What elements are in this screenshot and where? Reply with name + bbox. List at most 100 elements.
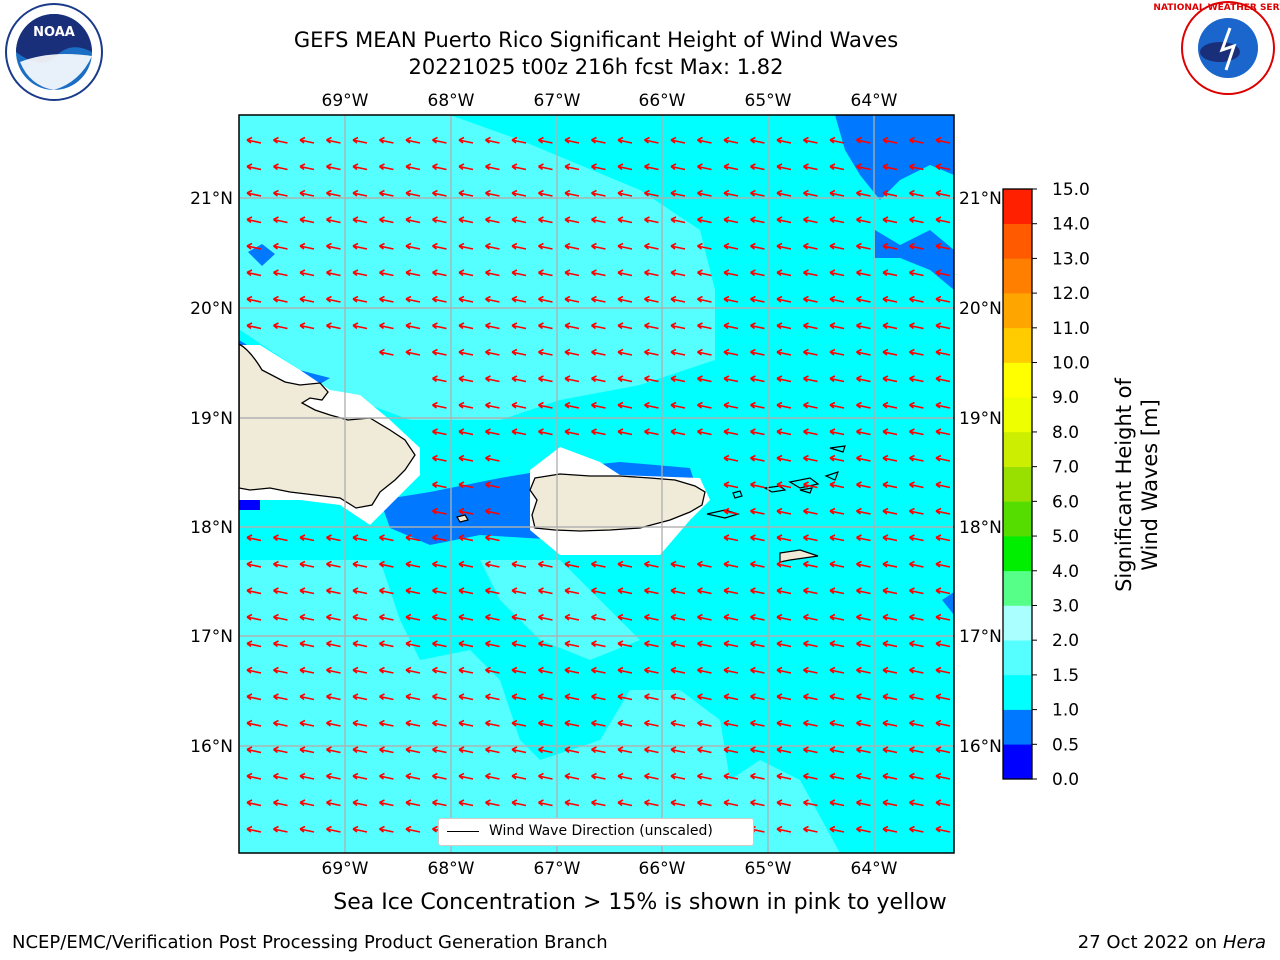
wave-direction-arrow [723,587,739,595]
wave-direction-arrow [697,295,712,303]
wave-direction-arrow [432,295,447,303]
wave-direction-arrow [935,693,951,701]
wave-direction-arrow [405,587,421,595]
wave-direction-arrow [776,534,792,542]
wave-direction-arrow [379,746,394,754]
wave-direction-arrow [432,666,447,674]
wave-direction-arrow [246,534,262,542]
map-frame [238,114,955,854]
wave-direction-arrow [723,322,739,330]
wave-direction-arrow [432,534,447,542]
wave-direction-arrow [564,746,580,754]
wave-direction-arrow [776,295,792,303]
wave-direction-arrow [273,693,288,701]
wave-direction-arrow [935,666,951,674]
wave-direction-arrow [591,216,606,224]
wave-direction-arrow [485,375,500,383]
wave-direction-arrow [379,136,394,144]
wave-direction-arrow [458,428,474,436]
wave-direction-arrow [299,587,315,595]
wave-direction-arrow [326,295,341,303]
wave-direction-arrow [803,242,818,250]
wave-direction-arrow [246,295,262,303]
wave-direction-arrow [723,719,739,727]
wave-direction-arrow [458,693,474,701]
wave-direction-arrow [511,269,527,277]
wave-direction-arrow [405,772,421,780]
wave-direction-arrow [723,136,739,144]
wave-direction-arrow [511,189,527,197]
lon-label: 69°W [322,859,369,879]
wave-direction-arrow [432,136,447,144]
wave-direction-arrow [458,481,474,489]
wave-direction-arrow [935,825,951,833]
wave-direction-arrow [432,375,447,383]
wave-direction-arrow [591,719,606,727]
wave-direction-arrow [591,295,606,303]
wave-direction-arrow [485,746,500,754]
wave-direction-arrow [432,587,447,595]
wave-direction-arrow [246,772,262,780]
wave-direction-arrow [326,746,341,754]
wave-direction-arrow [723,507,739,515]
colorbar-tick-label: 6.0 [1052,492,1079,512]
wave-direction-arrow [511,428,527,436]
lon-label: 66°W [639,91,686,111]
wave-direction-arrow [326,772,341,780]
wave-direction-arrow [776,136,792,144]
wave-direction-arrow [591,587,606,595]
wave-direction-arrow [538,560,553,568]
lon-label: 68°W [428,91,475,111]
wave-direction-arrow [644,746,659,754]
wave-direction-arrow [856,348,871,356]
wave-direction-arrow [591,269,606,277]
wave-direction-arrow [591,428,606,436]
wave-direction-arrow [326,613,341,621]
wave-direction-arrow [829,613,845,621]
wave-direction-arrow [644,242,659,250]
wave-direction-arrow [458,640,474,648]
wave-direction-arrow [299,613,315,621]
colorbar-swatch [1003,258,1032,294]
wave-direction-arrow [432,189,447,197]
wave-direction-arrow [829,428,845,436]
wave-direction-arrow [856,295,871,303]
wave-direction-arrow [909,587,924,595]
lat-label: 19°N [959,409,1002,429]
colorbar-swatch [1003,293,1032,329]
wave-direction-arrow [511,295,527,303]
wave-direction-arrow [935,719,951,727]
wave-direction-arrow [405,693,421,701]
colorbar-swatch [1003,189,1032,225]
wave-direction-arrow [697,216,712,224]
wave-direction-arrow [485,772,500,780]
wave-direction-arrow [644,613,659,621]
wave-direction-arrow [935,136,951,144]
sea-ice-note: Sea Ice Concentration > 15% is shown in … [333,890,947,915]
wave-direction-arrow [326,640,341,648]
legend-label: Wind Wave Direction (unscaled) [489,823,713,839]
wave-direction-arrow [829,322,845,330]
chart-title: GEFS MEAN Puerto Rico Significant Height… [293,28,899,52]
wave-direction-arrow [564,428,580,436]
wave-direction-arrow [697,666,712,674]
wave-direction-arrow [617,799,633,807]
wave-direction-arrow [485,216,500,224]
wave-direction-arrow [458,507,474,515]
wave-direction-arrow [379,719,394,727]
wave-direction-arrow [591,136,606,144]
footer-date-text: 27 Oct 2022 on [1077,932,1223,953]
wave-direction-arrow [326,189,341,197]
lat-label: 16°N [959,737,1002,757]
wave-direction-arrow [644,136,659,144]
wave-zone-1-5-2-0 [480,560,640,660]
wave-direction-arrow [299,295,315,303]
wave-direction-arrow [617,428,633,436]
wave-direction-arrow [458,216,474,224]
wave-direction-arrow [432,322,447,330]
wave-direction-arrow [326,534,341,542]
wave-direction-arrow [379,216,394,224]
wave-direction-arrow [670,375,686,383]
wave-direction-arrow [776,401,792,409]
wave-direction-arrow [485,269,500,277]
